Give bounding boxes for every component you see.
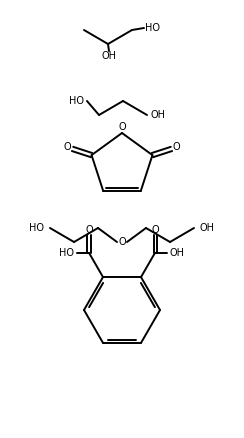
Text: O: O: [151, 225, 159, 235]
Text: HO: HO: [30, 223, 44, 233]
Text: OH: OH: [102, 51, 116, 61]
Text: HO: HO: [60, 248, 74, 258]
Text: O: O: [173, 142, 181, 152]
Text: O: O: [118, 122, 126, 132]
Text: HO: HO: [144, 23, 160, 33]
Text: O: O: [118, 237, 126, 247]
Text: HO: HO: [70, 96, 84, 106]
Text: OH: OH: [170, 248, 184, 258]
Text: O: O: [85, 225, 93, 235]
Text: OH: OH: [151, 110, 165, 120]
Text: O: O: [63, 142, 71, 152]
Text: OH: OH: [200, 223, 214, 233]
